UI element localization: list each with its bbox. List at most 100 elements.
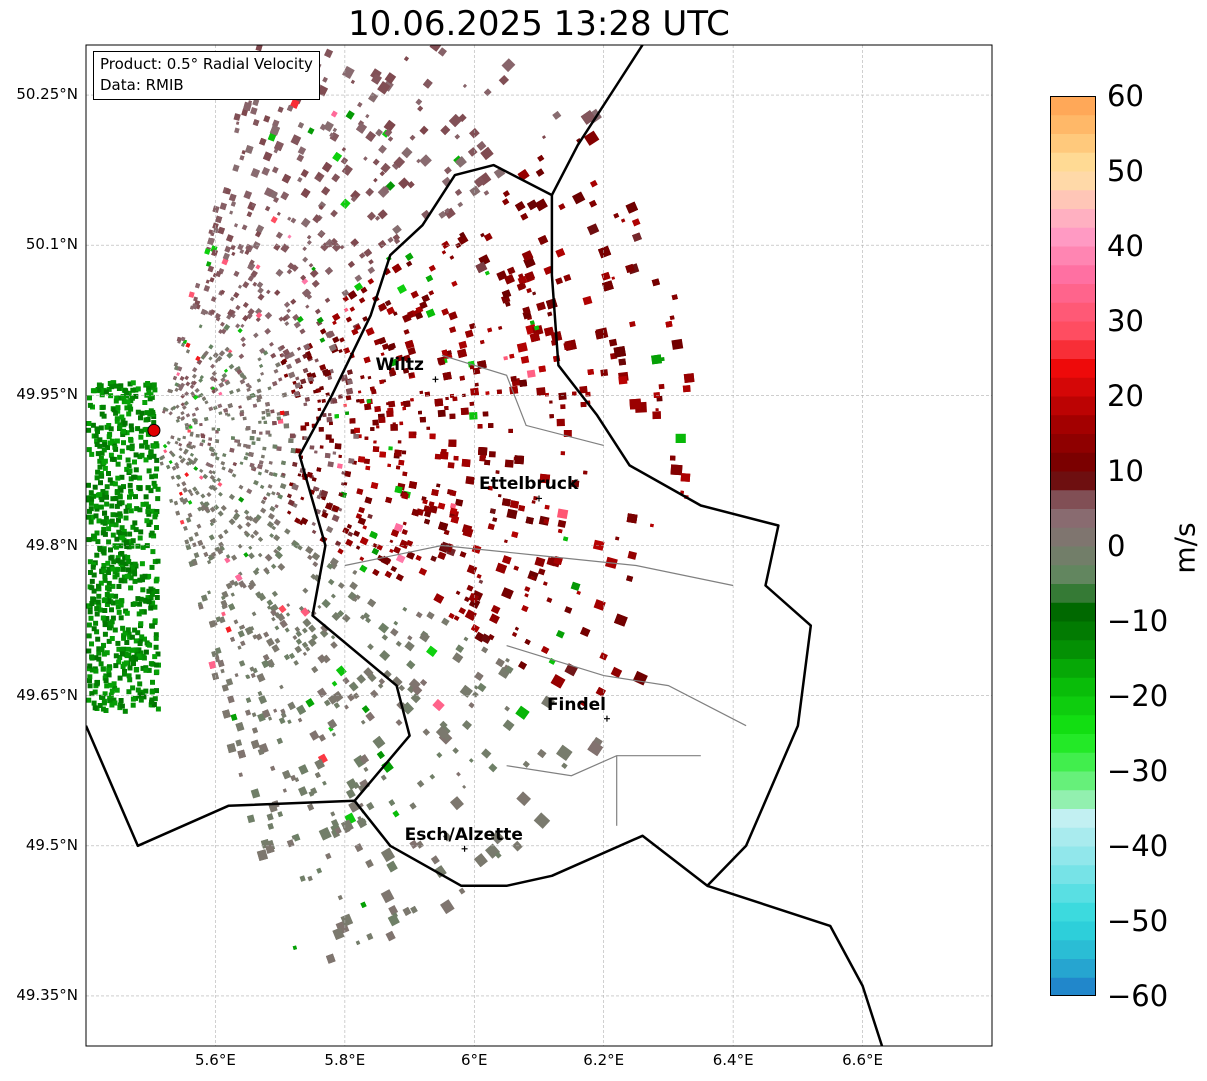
colorbar-tick-label: −60 [1107,979,1169,1013]
colorbar-segment [1050,752,1096,772]
colorbar-segment [1050,471,1096,491]
lon-tick-label: 6.6°E [842,1051,883,1069]
city-label: Wiltz [375,355,424,376]
colorbar-segment [1050,583,1096,603]
colorbar-segment [1050,958,1096,978]
colorbar-segment [1050,508,1096,528]
colorbar-segment [1050,396,1096,416]
lon-tick-label: 6.2°E [583,1051,625,1069]
radar-site-marker [147,423,161,437]
city-label: Findel [546,694,607,715]
product-label: Product: 0.5° Radial Velocity [100,55,313,73]
lon-tick-label: 5.8°E [324,1051,366,1069]
info-box: Product: 0.5° Radial Velocity Data: RMIB [93,51,320,100]
colorbar-tick-label: −30 [1107,754,1169,788]
colorbar-segment [1050,939,1096,959]
colorbar-segment [1050,808,1096,828]
colorbar-segment [1050,452,1096,472]
colorbar-segment [1050,621,1096,641]
colorbar-segment [1050,433,1096,453]
colorbar-segment [1050,733,1096,753]
city-marker [536,495,542,502]
colorbar-tick-label: 50 [1107,154,1144,188]
colorbar-unit-label: m/s [1168,522,1202,574]
city-marker [432,376,439,383]
graticule [86,45,992,1046]
colorbar-tick-label: 0 [1107,529,1126,563]
map-plot-area [86,45,992,1046]
colorbar-segment [1050,208,1096,228]
city-marker [603,715,610,722]
colorbar-segment [1050,639,1096,659]
colorbar-tick-label: 60 [1107,79,1144,113]
city-marker [461,845,468,852]
lat-tick-label: 49.95°N [16,385,78,404]
colorbar-segment [1050,827,1096,847]
colorbar-segment [1050,133,1096,153]
colorbar-segment [1050,283,1096,303]
map-title: 10.06.2025 13:28 UTC [348,4,730,44]
colorbar-segment [1050,696,1096,716]
colorbar-frame [1050,96,1096,996]
colorbar-segment [1050,302,1096,322]
colorbar-tick-label: 30 [1107,304,1144,338]
colorbar-segment [1050,489,1096,509]
colorbar-segment [1050,171,1096,191]
canton-borders [344,354,747,826]
lon-tick-label: 5.6°E [195,1051,236,1069]
colorbar-segment [1050,114,1096,134]
colorbar-tick-label: −10 [1107,604,1169,638]
colorbar-tick-label: 40 [1107,229,1144,263]
data-source-label: Data: RMIB [100,76,184,94]
france-border [86,725,355,848]
saar-border [706,884,884,1046]
colorbar-tick-label: 20 [1107,379,1144,413]
eifel-border [550,45,644,196]
colorbar-segment [1050,864,1096,884]
colorbar-segment [1050,264,1096,284]
lat-tick-label: 50.25°N [16,85,78,104]
city-label: Esch/Alzette [404,824,523,845]
lon-tick-label: 6°E [461,1051,488,1069]
colorbar-segment [1050,152,1096,172]
map-frame [85,44,993,1047]
colorbar-segment [1050,546,1096,566]
lat-tick-label: 49.5°N [25,835,78,854]
colorbar-segment [1050,189,1096,209]
colorbar-segment [1050,527,1096,547]
colorbar-segment [1050,771,1096,791]
colorbar-tick-label: 10 [1107,454,1144,488]
colorbar-segment [1050,321,1096,341]
colorbar-segment [1050,358,1096,378]
colorbar-segment [1050,246,1096,266]
luxembourg-border [298,163,813,888]
colorbar-segment [1050,921,1096,941]
colorbar-segment [1050,227,1096,247]
colorbar-segment [1050,677,1096,697]
colorbar-segment [1050,377,1096,397]
colorbar-segment [1050,339,1096,359]
velocity-echoes [86,45,695,964]
colorbar-segment [1050,414,1096,434]
lat-tick-label: 49.35°N [16,985,78,1004]
colorbar-segment [1050,902,1096,922]
colorbar-segment [1050,977,1096,996]
colorbar-segment [1050,564,1096,584]
city-label: Ettelbruck [479,474,579,495]
velocity-colorbar [1050,96,1096,996]
lat-tick-label: 49.65°N [16,685,78,704]
colorbar-segment [1050,96,1096,116]
lat-tick-label: 49.8°N [25,535,78,554]
colorbar-segment [1050,714,1096,734]
colorbar-segment [1050,789,1096,809]
colorbar-segment [1050,883,1096,903]
colorbar-tick-label: −20 [1107,679,1169,713]
colorbar-segment [1050,846,1096,866]
country-borders [86,45,884,1046]
lon-tick-label: 6.4°E [712,1051,754,1069]
lat-tick-label: 50.1°N [25,235,78,254]
colorbar-segment [1050,602,1096,622]
colorbar-tick-label: −40 [1107,829,1169,863]
colorbar-segment [1050,658,1096,678]
